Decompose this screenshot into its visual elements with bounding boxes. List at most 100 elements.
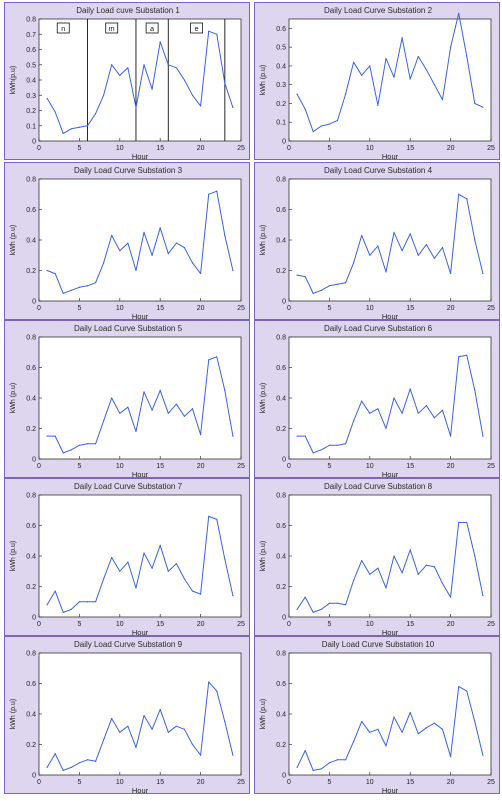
data-point (175, 563, 177, 565)
data-point (151, 567, 153, 569)
data-point (377, 104, 379, 106)
y-tick-label: 0.2 (276, 101, 286, 108)
chart-svg: Daily Load Curve Substation 9 0 0.2 0.4 0.6 0… (10, 640, 245, 795)
data-point (433, 722, 436, 724)
x-tick-label: 25 (487, 145, 495, 152)
data-point (425, 69, 427, 71)
data-point (159, 389, 161, 391)
data-point (208, 193, 210, 195)
data-point (111, 64, 113, 66)
data-point (304, 435, 306, 437)
data-point (232, 754, 234, 756)
chart-title: Daily Load Curve Substation 5 (74, 324, 183, 333)
data-point (466, 55, 468, 58)
series-line (47, 356, 234, 454)
data-point (224, 558, 226, 560)
x-tick-label: 0 (37, 305, 41, 312)
data-point (385, 271, 387, 273)
data-point (224, 82, 226, 84)
data-point (425, 243, 427, 246)
data-point (167, 570, 169, 572)
data-point (328, 602, 330, 604)
data-point (135, 746, 137, 749)
x-tick-label: 10 (366, 463, 374, 470)
data-point (191, 94, 194, 96)
data-point (320, 289, 322, 291)
plot-area (288, 336, 492, 460)
data-point (62, 292, 64, 294)
data-point (94, 443, 97, 445)
y-tick-label: 0.8 (276, 335, 286, 342)
data-point (151, 409, 153, 411)
chart-panel-1: Daily Load cuve Substation 1 0 0.1 0.2 0.3 0.… (4, 2, 250, 161)
data-point (54, 435, 56, 437)
data-point (127, 561, 129, 563)
x-tick-label: 5 (327, 145, 331, 152)
data-point (46, 435, 48, 437)
y-tick-label: 0.4 (26, 554, 36, 561)
series-line (296, 12, 484, 133)
y-tick-label: 0.4 (26, 238, 36, 245)
x-tick-label: 15 (156, 621, 164, 628)
data-point (103, 420, 105, 422)
data-point (320, 608, 322, 610)
data-point (401, 412, 403, 414)
data-point (175, 725, 177, 727)
y-tick-label: 0.4 (276, 554, 286, 561)
data-point (320, 125, 322, 127)
data-point (328, 285, 330, 287)
data-point (312, 452, 314, 454)
data-point (224, 389, 226, 391)
y-tick-label: 0.8 (26, 493, 36, 500)
chart-title: Daily Load cuve Substation 1 (76, 6, 180, 15)
data-point (296, 435, 298, 437)
data-point (111, 234, 113, 237)
x-tick-label: 20 (197, 779, 205, 786)
data-point (208, 359, 210, 361)
data-point (401, 572, 403, 574)
data-point (450, 272, 452, 275)
data-point (296, 766, 298, 768)
data-point (183, 728, 186, 730)
data-point (393, 716, 395, 718)
segment-label-box (190, 22, 203, 34)
y-tick-label: 0.8 (276, 651, 286, 658)
chart-svg: Daily Load Curve Substation 5 0 0.2 0.4 0.6 0… (10, 324, 245, 479)
chart-title: Daily Load Curve Substation 3 (74, 166, 183, 175)
data-point (312, 611, 314, 614)
y-tick-label: 0 (32, 615, 36, 622)
data-point (433, 417, 436, 419)
data-point (482, 754, 484, 756)
chart-title: Daily Load Curve Substation 10 (322, 640, 435, 649)
data-point (361, 234, 363, 237)
data-point (369, 731, 371, 733)
data-point (433, 566, 436, 568)
x-tick-label: 25 (487, 621, 495, 628)
data-point (425, 564, 427, 566)
data-point (224, 721, 226, 723)
data-point (450, 435, 452, 437)
segment-label-box (145, 22, 159, 34)
x-tick-label: 20 (447, 779, 455, 786)
y-axis-label: kWh (p.u) (260, 699, 267, 729)
x-tick-label: 20 (197, 145, 205, 152)
data-point (336, 444, 339, 446)
data-point (401, 37, 403, 39)
x-tick-label: 25 (487, 463, 495, 470)
data-point (86, 443, 89, 445)
chart-svg: Daily Load Curve Substation 8 0 0.2 0.4 0.6 0… (260, 482, 495, 637)
y-tick-label: 0.8 (26, 651, 36, 658)
chart-title: Daily Load Curve Substation 6 (324, 324, 433, 333)
chart-panel-9: Daily Load Curve Substation 9 0 0.2 0.4 0.6 0… (4, 636, 250, 795)
data-point (78, 444, 80, 446)
x-tick-label: 25 (487, 305, 495, 312)
data-point (208, 515, 210, 517)
x-tick-label: 10 (366, 305, 374, 312)
data-point (417, 573, 419, 575)
data-point (78, 126, 80, 128)
y-tick-label: 0.1 (26, 123, 36, 130)
y-axis-label: kWh (p.u) (10, 225, 17, 255)
data-point (377, 245, 379, 247)
data-point (70, 289, 72, 291)
